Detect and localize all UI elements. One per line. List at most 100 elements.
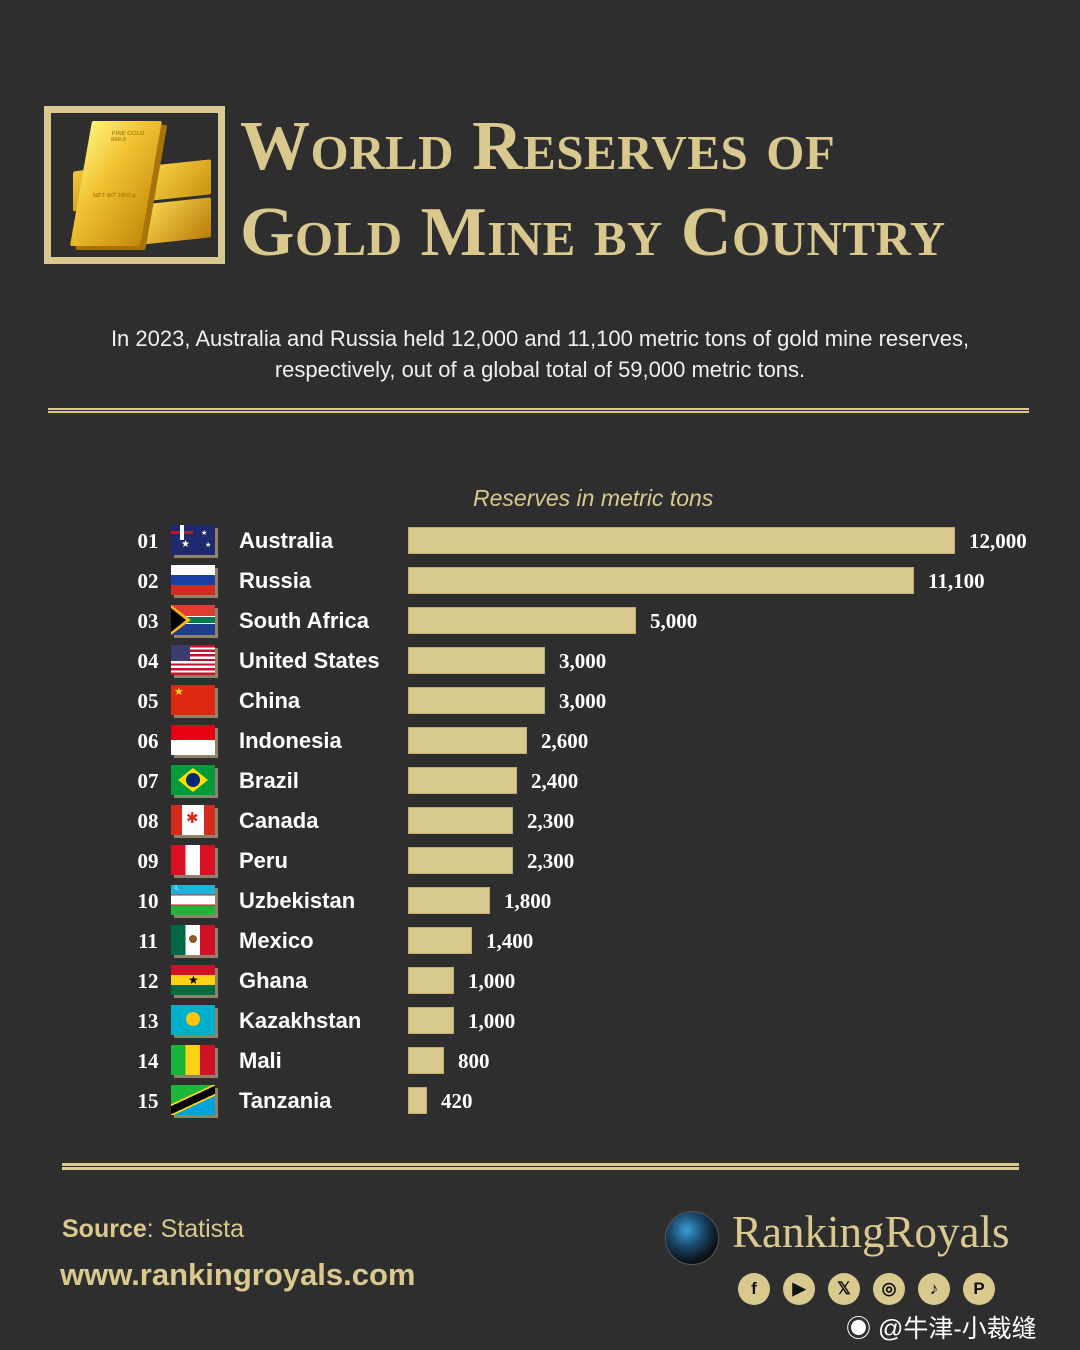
chart-row: 09 Peru 2,300 [0, 841, 1080, 881]
bar [408, 527, 955, 554]
flag-south-africa-icon [171, 605, 215, 635]
bar [408, 607, 636, 634]
flag-china-icon: ★ [171, 685, 215, 715]
value-label: 1,400 [486, 929, 534, 953]
value-label: 1,000 [468, 1009, 516, 1033]
flag-peru-icon [171, 845, 215, 875]
bar [408, 647, 545, 674]
rank-number: 15 [137, 1089, 159, 1113]
value-label: 3,000 [559, 689, 607, 713]
value-label: 11,100 [928, 569, 985, 593]
bar [408, 847, 513, 874]
chart-row: 11 Mexico 1,400 [0, 921, 1080, 961]
globe-logo-icon [665, 1211, 719, 1265]
country-name: South Africa [239, 608, 369, 633]
flag-tanzania-icon [171, 1085, 215, 1115]
country-name: Mali [239, 1048, 282, 1073]
flag-mali-icon [171, 1045, 215, 1075]
country-name: Brazil [239, 768, 299, 793]
page-title: World Reserves of Gold Mine by Country [240, 104, 946, 276]
chart-row: 12 ★ Ghana 1,000 [0, 961, 1080, 1001]
value-label: 2,600 [541, 729, 589, 753]
chart-row: 05 ★ China 3,000 [0, 681, 1080, 721]
bar [408, 767, 517, 794]
tiktok-icon[interactable]: ♪ [918, 1273, 950, 1305]
rank-number: 06 [137, 729, 159, 753]
rank-number: 12 [137, 969, 159, 993]
bar-engraving: NET WT 1000 g [92, 193, 137, 199]
facebook-icon[interactable]: f [738, 1273, 770, 1305]
source-label: Source [62, 1215, 147, 1243]
bar [408, 1007, 454, 1034]
country-name: Uzbekistan [239, 888, 356, 913]
flag-mexico-icon [171, 925, 215, 955]
website-link[interactable]: www.rankingroyals.com [60, 1257, 416, 1292]
weibo-watermark: ◉ @牛津-小裁缝 [846, 1309, 1037, 1345]
country-name: Canada [239, 808, 319, 833]
instagram-icon[interactable]: ◎ [873, 1273, 905, 1305]
rank-number: 07 [137, 769, 159, 793]
x-icon[interactable]: 𝕏 [828, 1273, 860, 1305]
flag-indonesia-icon [171, 725, 215, 755]
title-line-1: World Reserves of [240, 108, 836, 185]
source-value: : Statista [146, 1215, 245, 1243]
pinterest-icon[interactable]: P [963, 1273, 995, 1305]
country-name: Indonesia [239, 728, 342, 753]
rank-number: 02 [137, 569, 159, 593]
divider-bottom [62, 1163, 1019, 1170]
value-label: 1,800 [504, 889, 552, 913]
value-label: 2,300 [527, 849, 575, 873]
country-name: Tanzania [239, 1088, 332, 1113]
rank-number: 04 [137, 649, 159, 673]
gold-bars-logo: FINE GOLD 999.9 NET WT 1000 g [44, 106, 225, 264]
rank-number: 03 [137, 609, 159, 633]
value-label: 2,400 [531, 769, 579, 793]
bar [408, 1047, 444, 1074]
rank-number: 11 [138, 929, 158, 953]
flag-uzbekistan-icon: ☾ [171, 885, 215, 915]
chart-row: 01 ★ ★ ★ Australia 12,000 [0, 521, 1080, 561]
subtitle: In 2023, Australia and Russia held 12,00… [110, 326, 970, 382]
brand-name: RankingRoyals [732, 1207, 1010, 1257]
watermark-text: @牛津-小裁缝 [877, 1315, 1037, 1343]
value-label: 800 [458, 1049, 490, 1073]
value-label: 5,000 [650, 609, 698, 633]
value-label: 420 [441, 1089, 473, 1113]
country-name: Australia [239, 528, 334, 553]
flag-brazil-icon [171, 765, 215, 795]
chart-row: 08 ✱ Canada 2,300 [0, 801, 1080, 841]
country-name: Kazakhstan [239, 1008, 362, 1033]
chart-row: 15 Tanzania 420 [0, 1081, 1080, 1121]
bar [408, 1087, 427, 1114]
flag-canada-icon: ✱ [171, 805, 215, 835]
country-name: China [239, 688, 301, 713]
flag-united-states-icon [171, 645, 215, 675]
rank-number: 09 [137, 849, 159, 873]
chart-row: 13 Kazakhstan 1,000 [0, 1001, 1080, 1041]
rank-number: 10 [137, 889, 159, 913]
flag-kazakhstan-icon [171, 1005, 215, 1035]
country-name: Ghana [239, 968, 308, 993]
value-label: 1,000 [468, 969, 516, 993]
value-label: 2,300 [527, 809, 575, 833]
country-name: Russia [239, 568, 312, 593]
chart-row: 07 Brazil 2,400 [0, 761, 1080, 801]
country-name: United States [239, 648, 380, 673]
bar [408, 927, 472, 954]
chart-row: 06 Indonesia 2,600 [0, 721, 1080, 761]
bar [408, 807, 513, 834]
chart-row: 03 South Africa 5,000 [0, 601, 1080, 641]
rank-number: 14 [137, 1049, 159, 1073]
rank-number: 05 [137, 689, 159, 713]
gold-bar-icon [141, 197, 211, 245]
bar [408, 887, 490, 914]
youtube-icon[interactable]: ▶ [783, 1273, 815, 1305]
weibo-icon: ◉ [846, 1315, 878, 1343]
chart-row: 10 ☾ Uzbekistan 1,800 [0, 881, 1080, 921]
country-name: Peru [239, 848, 288, 873]
bar [408, 727, 527, 754]
rank-number: 08 [137, 809, 159, 833]
source-text: Source: Statista [62, 1215, 244, 1244]
chart-row: 14 Mali 800 [0, 1041, 1080, 1081]
flag-russia-icon [171, 565, 215, 595]
